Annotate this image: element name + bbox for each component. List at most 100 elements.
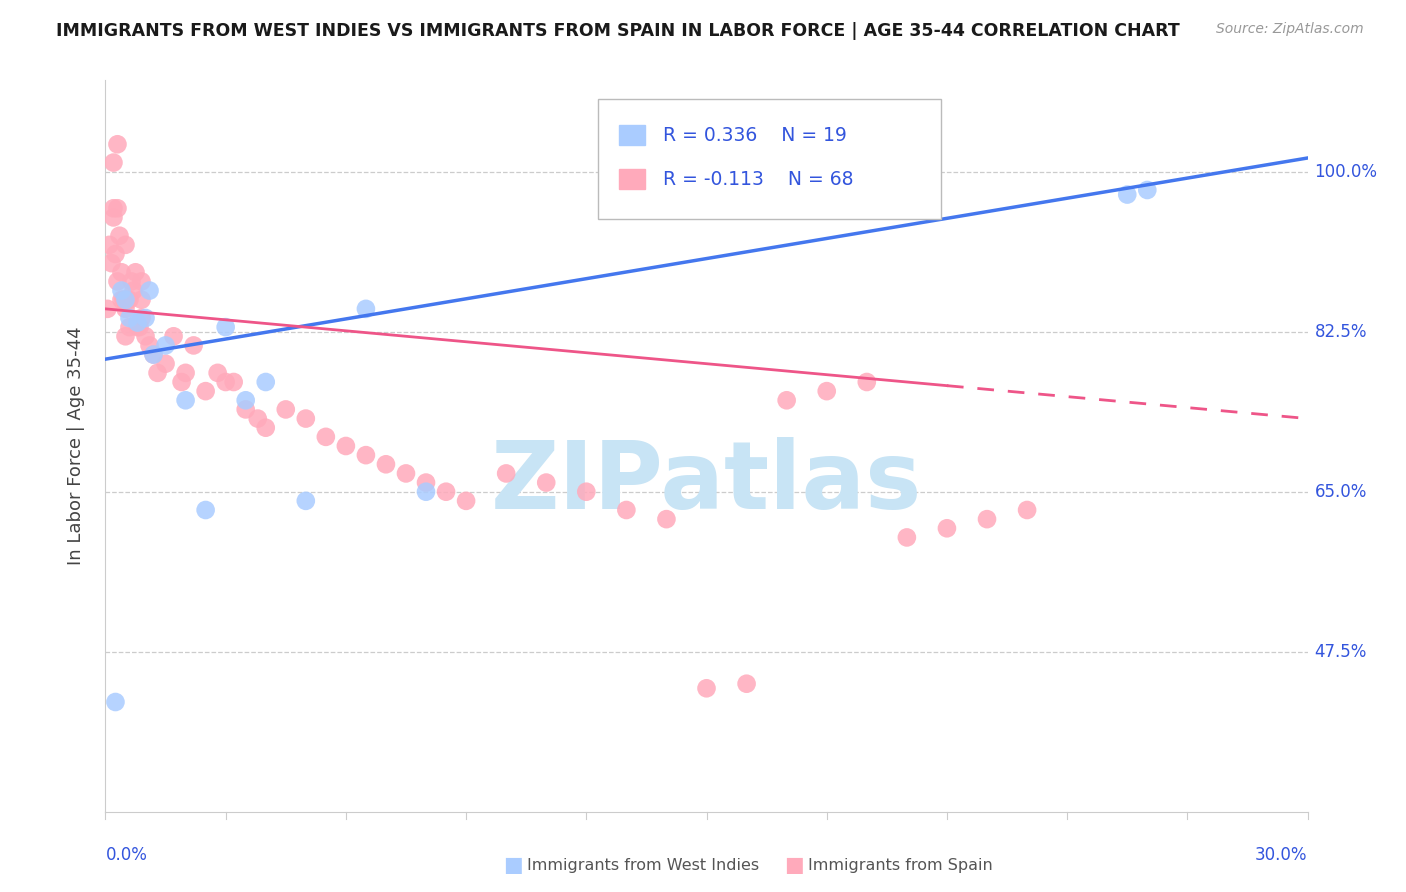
Point xyxy=(112,293,135,307)
Point xyxy=(127,320,149,334)
Point xyxy=(103,202,125,216)
Point xyxy=(110,284,132,298)
Point xyxy=(214,375,236,389)
Point xyxy=(194,503,217,517)
Point xyxy=(295,494,318,508)
Point xyxy=(107,202,129,216)
Point xyxy=(114,301,136,316)
Text: Immigrants from West Indies: Immigrants from West Indies xyxy=(527,858,759,872)
Text: ■: ■ xyxy=(785,855,804,875)
Point xyxy=(114,238,136,252)
Point xyxy=(117,293,139,307)
Point xyxy=(118,311,141,326)
Point xyxy=(335,439,357,453)
Point xyxy=(696,681,718,696)
Point xyxy=(146,366,169,380)
Point xyxy=(131,275,153,289)
Text: ■: ■ xyxy=(503,855,523,875)
Point xyxy=(138,284,160,298)
Text: 47.5%: 47.5% xyxy=(1315,643,1367,661)
Point xyxy=(855,375,877,389)
Point xyxy=(118,320,141,334)
Point xyxy=(142,348,165,362)
Point xyxy=(103,155,125,169)
Point xyxy=(122,284,145,298)
Point xyxy=(214,320,236,334)
Point xyxy=(434,484,457,499)
Point xyxy=(395,467,418,481)
Point xyxy=(415,484,437,499)
Point xyxy=(104,695,127,709)
Bar xyxy=(619,125,645,145)
Text: 100.0%: 100.0% xyxy=(1315,162,1378,181)
Point xyxy=(415,475,437,490)
Point xyxy=(174,366,197,380)
Point xyxy=(98,238,121,252)
Y-axis label: In Labor Force | Age 35-44: In Labor Force | Age 35-44 xyxy=(66,326,84,566)
Text: IMMIGRANTS FROM WEST INDIES VS IMMIGRANTS FROM SPAIN IN LABOR FORCE | AGE 35-44 : IMMIGRANTS FROM WEST INDIES VS IMMIGRANT… xyxy=(56,22,1180,40)
Point xyxy=(1136,183,1159,197)
Text: 65.0%: 65.0% xyxy=(1315,483,1367,500)
Point xyxy=(107,137,129,152)
Point xyxy=(735,676,758,690)
Text: R = 0.336    N = 19: R = 0.336 N = 19 xyxy=(664,126,846,145)
Point xyxy=(131,311,153,326)
Point xyxy=(104,247,127,261)
Point xyxy=(108,228,131,243)
Point xyxy=(110,265,132,279)
Point xyxy=(235,402,257,417)
Point xyxy=(110,293,132,307)
Point xyxy=(114,329,136,343)
Point xyxy=(374,458,396,472)
Point xyxy=(100,256,122,270)
Point xyxy=(155,357,177,371)
Point xyxy=(776,393,799,408)
Text: 0.0%: 0.0% xyxy=(105,846,148,863)
Point xyxy=(135,329,157,343)
FancyBboxPatch shape xyxy=(599,99,941,219)
Point xyxy=(896,530,918,544)
Point xyxy=(183,338,205,352)
Point xyxy=(815,384,838,399)
Point xyxy=(96,301,118,316)
Text: 30.0%: 30.0% xyxy=(1256,846,1308,863)
Point xyxy=(222,375,245,389)
Point xyxy=(315,430,337,444)
Point xyxy=(162,329,184,343)
Point xyxy=(142,348,165,362)
Point xyxy=(575,484,598,499)
Point xyxy=(124,265,146,279)
Point xyxy=(254,421,277,435)
Point xyxy=(131,293,153,307)
Point xyxy=(194,384,217,399)
Point xyxy=(295,411,318,425)
Point xyxy=(235,393,257,408)
Point xyxy=(616,503,638,517)
Point xyxy=(127,316,149,330)
Point xyxy=(121,275,143,289)
Point xyxy=(976,512,998,526)
Point xyxy=(246,411,269,425)
Point xyxy=(354,301,377,316)
Point xyxy=(135,311,157,326)
Point xyxy=(655,512,678,526)
Point xyxy=(1015,503,1038,517)
Point xyxy=(170,375,193,389)
Text: R = -0.113    N = 68: R = -0.113 N = 68 xyxy=(664,169,853,188)
Point xyxy=(118,293,141,307)
Point xyxy=(456,494,478,508)
Point xyxy=(1116,187,1139,202)
Point xyxy=(174,393,197,408)
Point xyxy=(495,467,517,481)
Point xyxy=(354,448,377,462)
Text: 82.5%: 82.5% xyxy=(1315,323,1367,341)
Point xyxy=(114,293,136,307)
Text: Source: ZipAtlas.com: Source: ZipAtlas.com xyxy=(1216,22,1364,37)
Point xyxy=(128,320,150,334)
Point xyxy=(534,475,557,490)
Point xyxy=(207,366,229,380)
Point xyxy=(254,375,277,389)
Point xyxy=(103,211,125,225)
Point xyxy=(274,402,297,417)
Text: ZIPatlas: ZIPatlas xyxy=(491,436,922,529)
